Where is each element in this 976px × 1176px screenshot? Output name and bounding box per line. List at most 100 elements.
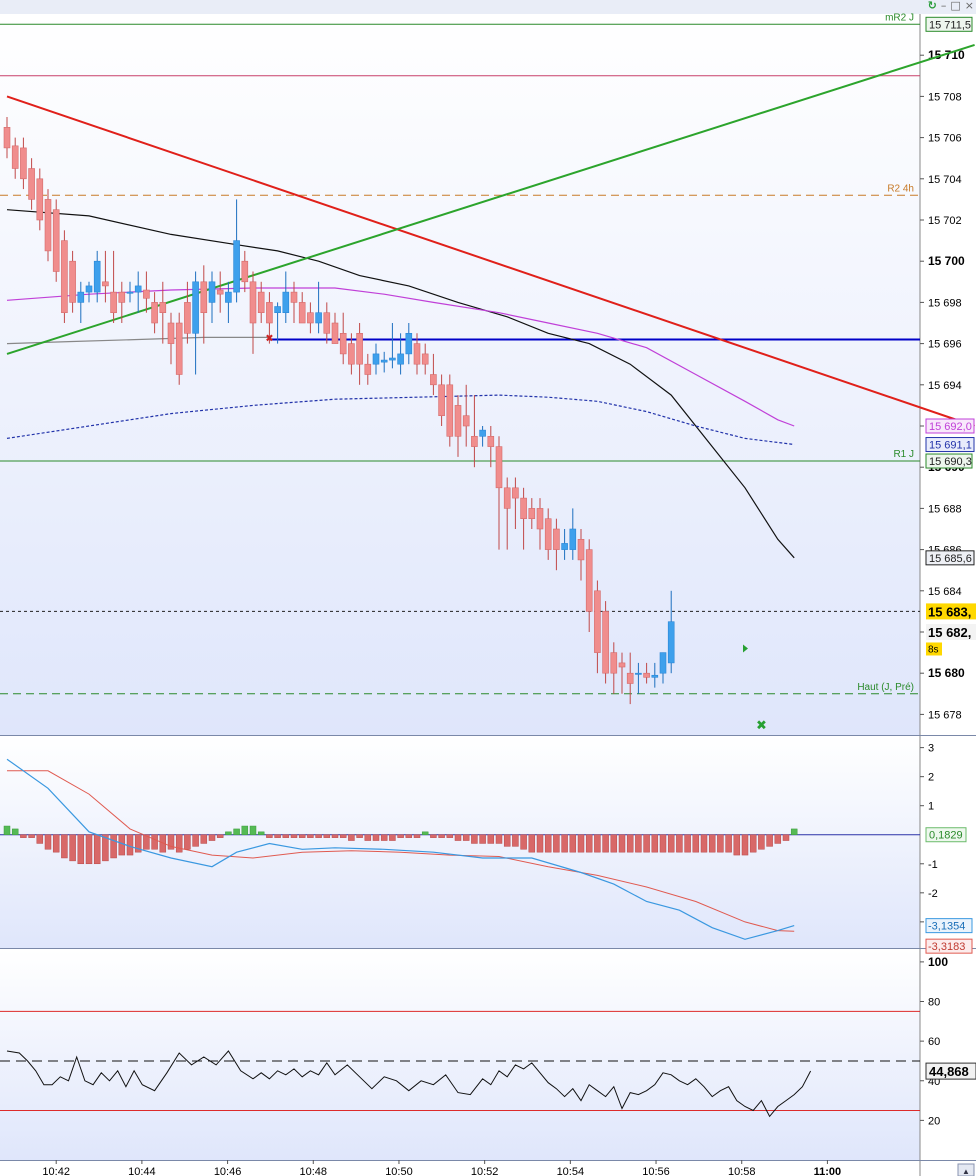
candle-body[interactable] <box>290 291 298 303</box>
candle-body[interactable] <box>594 590 601 653</box>
candle-body[interactable] <box>651 674 659 678</box>
candle-body[interactable] <box>356 332 363 365</box>
trendline-resistance[interactable] <box>6 95 975 427</box>
minimize-icon[interactable]: – <box>940 0 947 12</box>
candle-body[interactable] <box>167 322 175 344</box>
candle-body[interactable] <box>471 435 478 447</box>
candle-body[interactable] <box>389 357 396 361</box>
ask-price-tag: 15 682, <box>928 625 971 640</box>
candle-body[interactable] <box>512 487 519 499</box>
candle-body[interactable] <box>134 285 142 293</box>
candle-body[interactable] <box>577 538 585 561</box>
candle-body[interactable] <box>479 429 486 437</box>
candle-body[interactable] <box>643 672 650 678</box>
candle-body[interactable] <box>36 178 44 221</box>
candle-body[interactable] <box>143 289 150 299</box>
candle-body[interactable] <box>635 672 642 675</box>
candle-body[interactable] <box>44 199 52 252</box>
maximize-icon[interactable]: □ <box>950 0 961 12</box>
level-tag-box <box>925 16 973 32</box>
candle-body[interactable] <box>446 384 454 437</box>
trendline-support[interactable] <box>6 43 975 355</box>
candle-body[interactable] <box>430 374 437 386</box>
candle-body[interactable] <box>110 291 117 314</box>
candle-body[interactable] <box>175 322 183 375</box>
macd-histogram-bar <box>610 834 618 853</box>
candle-body[interactable] <box>241 260 249 283</box>
candle-body[interactable] <box>626 672 634 684</box>
macd-histogram-bar <box>544 834 552 853</box>
candle-body[interactable] <box>339 332 347 355</box>
candle-body[interactable] <box>3 127 11 149</box>
close-icon[interactable]: × <box>964 0 974 12</box>
candle-body[interactable] <box>569 528 577 550</box>
macd-histogram-bar <box>126 834 134 856</box>
candle-body[interactable] <box>454 405 462 437</box>
candle-body[interactable] <box>249 281 257 324</box>
candle-body[interactable] <box>61 240 68 314</box>
candle-body[interactable] <box>438 384 445 416</box>
candle-body[interactable] <box>528 508 536 519</box>
candle-body[interactable] <box>307 312 314 324</box>
candle-body[interactable] <box>315 312 322 324</box>
candle-body[interactable] <box>184 302 191 334</box>
candle-body[interactable] <box>11 145 19 169</box>
candle-body[interactable] <box>659 652 667 674</box>
macd-histogram-bar <box>52 834 60 853</box>
candle-body[interactable] <box>413 343 421 365</box>
stoch-value-box <box>925 1062 976 1080</box>
candle-body[interactable] <box>257 291 265 314</box>
candle-body[interactable] <box>69 260 76 303</box>
candle-body[interactable] <box>495 446 503 489</box>
candle-body[interactable] <box>364 363 372 375</box>
candle-body[interactable] <box>200 281 208 313</box>
candle-body[interactable] <box>618 662 626 668</box>
candle-body[interactable] <box>192 281 199 334</box>
candle-body[interactable] <box>536 508 544 530</box>
candle-body[interactable] <box>28 168 35 200</box>
candle-body[interactable] <box>282 291 290 314</box>
candle-body[interactable] <box>610 652 618 674</box>
candle-body[interactable] <box>585 549 593 612</box>
candle-body[interactable] <box>397 353 404 365</box>
macd-histogram-bar <box>733 834 741 856</box>
candle-body[interactable] <box>380 359 388 363</box>
candle-body[interactable] <box>225 291 232 303</box>
candle-body[interactable] <box>405 332 413 355</box>
candle-body[interactable] <box>298 302 306 324</box>
candle-body[interactable] <box>102 281 109 287</box>
candle-body[interactable] <box>462 415 470 427</box>
candle-body[interactable] <box>208 281 216 303</box>
candle-body[interactable] <box>216 289 224 295</box>
candle-body[interactable] <box>159 302 167 313</box>
candle-body[interactable] <box>266 302 273 324</box>
candle-body[interactable] <box>118 291 126 303</box>
scroll-right-button[interactable] <box>957 1163 975 1176</box>
candle-body[interactable] <box>348 343 355 365</box>
price-tick-label: 15 694 <box>928 380 962 392</box>
candle-body[interactable] <box>487 435 495 447</box>
candle-body[interactable] <box>667 621 675 664</box>
candle-body[interactable] <box>421 353 429 365</box>
candle-body[interactable] <box>323 312 331 334</box>
candle-body[interactable] <box>331 322 339 344</box>
candle-body[interactable] <box>77 291 85 303</box>
candle-body[interactable] <box>561 543 568 550</box>
macd-histogram-bar <box>626 834 634 853</box>
candle-body[interactable] <box>151 302 158 324</box>
candle-body[interactable] <box>372 353 380 365</box>
candle-body[interactable] <box>503 487 511 509</box>
candle-body[interactable] <box>126 291 134 294</box>
candle-body[interactable] <box>93 260 101 293</box>
candle-body[interactable] <box>85 285 93 293</box>
refresh-icon[interactable]: ↻ <box>927 0 937 12</box>
candle-body[interactable] <box>544 518 552 550</box>
candle-body[interactable] <box>20 147 27 180</box>
candle-body[interactable] <box>520 497 527 520</box>
candle-body[interactable] <box>52 209 60 272</box>
candle-body[interactable] <box>553 528 560 550</box>
candle-body[interactable] <box>233 240 240 293</box>
candle-body[interactable] <box>274 306 281 313</box>
candle-body[interactable] <box>602 611 609 674</box>
